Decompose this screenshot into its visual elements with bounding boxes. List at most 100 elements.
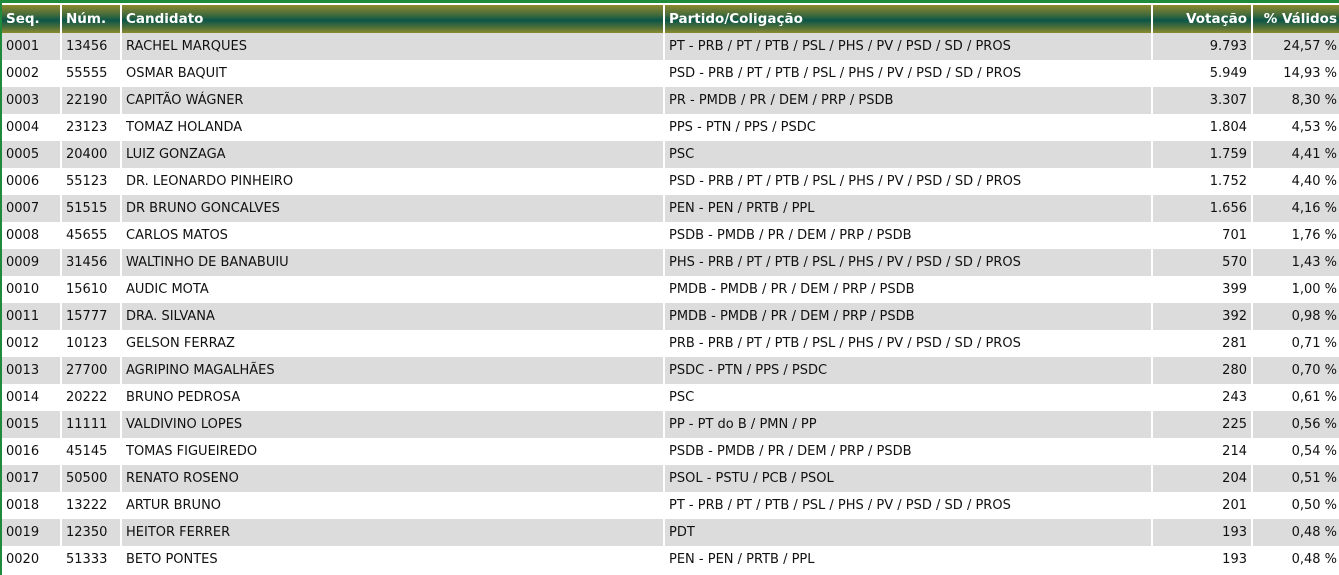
cell-num: 15610 — [62, 276, 120, 303]
cell-partido: PEN - PEN / PRTB / PPL — [665, 546, 1151, 573]
cell-votacao: 399 — [1153, 276, 1251, 303]
cell-votacao: 214 — [1153, 438, 1251, 465]
cell-votacao: 9.793 — [1153, 33, 1251, 60]
cell-num: 12350 — [62, 519, 120, 546]
cell-validos: 1,76 % — [1253, 222, 1339, 249]
cell-validos: 0,51 % — [1253, 465, 1339, 492]
cell-seq: 0006 — [2, 168, 60, 195]
cell-votacao: 193 — [1153, 519, 1251, 546]
cell-seq: 0010 — [2, 276, 60, 303]
cell-partido: PT - PRB / PT / PTB / PSL / PHS / PV / P… — [665, 33, 1151, 60]
cell-seq: 0016 — [2, 438, 60, 465]
cell-candidato: GELSON FERRAZ — [122, 330, 663, 357]
cell-validos: 4,40 % — [1253, 168, 1339, 195]
table-row: 0017 50500 RENATO ROSENO PSOL - PSTU / PCB … — [2, 465, 1339, 492]
table-row: 0020 51333 BETO PONTES PEN - PEN / PRTB / P… — [2, 546, 1339, 573]
cell-num: 23123 — [62, 114, 120, 141]
cell-validos: 0,71 % — [1253, 330, 1339, 357]
cell-seq: 0007 — [2, 195, 60, 222]
cell-partido: PSD - PRB / PT / PTB / PSL / PHS / PV / … — [665, 60, 1151, 87]
table-row: 0007 51515 DR BRUNO GONCALVES PEN - PEN / P… — [2, 195, 1339, 222]
cell-validos: 0,48 % — [1253, 519, 1339, 546]
cell-seq: 0003 — [2, 87, 60, 114]
table-row: 0005 20400 LUIZ GONZAGA PSC 1.759 4,41 % — [2, 141, 1339, 168]
cell-seq: 0014 — [2, 384, 60, 411]
cell-partido: PRB - PRB / PT / PTB / PSL / PHS / PV / … — [665, 330, 1151, 357]
header-row: Seq. Núm. Candidato Partido/Coligação Vo… — [2, 5, 1339, 33]
header-votacao[interactable]: Votação — [1153, 5, 1251, 33]
cell-seq: 0004 — [2, 114, 60, 141]
cell-num: 13456 — [62, 33, 120, 60]
cell-partido: PMDB - PMDB / PR / DEM / PRP / PSDB — [665, 276, 1151, 303]
table-row: 0003 22190 CAPITÃO WÁGNER PR - PMDB / PR / … — [2, 87, 1339, 114]
cell-validos: 8,30 % — [1253, 87, 1339, 114]
cell-votacao: 3.307 — [1153, 87, 1251, 114]
header-num[interactable]: Núm. — [62, 5, 120, 33]
table-row: 0018 13222 ARTUR BRUNO PT - PRB / PT / PTB … — [2, 492, 1339, 519]
cell-num: 51515 — [62, 195, 120, 222]
cell-seq: 0002 — [2, 60, 60, 87]
cell-seq: 0011 — [2, 303, 60, 330]
cell-votacao: 204 — [1153, 465, 1251, 492]
cell-num: 22190 — [62, 87, 120, 114]
cell-validos: 0,54 % — [1253, 438, 1339, 465]
cell-num: 50500 — [62, 465, 120, 492]
cell-seq: 0001 — [2, 33, 60, 60]
cell-validos: 24,57 % — [1253, 33, 1339, 60]
cell-candidato: RENATO ROSENO — [122, 465, 663, 492]
cell-validos: 0,98 % — [1253, 303, 1339, 330]
cell-candidato: AGRIPINO MAGALHÃES — [122, 357, 663, 384]
cell-validos: 0,70 % — [1253, 357, 1339, 384]
cell-seq: 0015 — [2, 411, 60, 438]
cell-partido: PHS - PRB / PT / PTB / PSL / PHS / PV / … — [665, 249, 1151, 276]
cell-votacao: 243 — [1153, 384, 1251, 411]
cell-votacao: 392 — [1153, 303, 1251, 330]
cell-partido: PT - PRB / PT / PTB / PSL / PHS / PV / P… — [665, 492, 1151, 519]
cell-validos: 0,50 % — [1253, 492, 1339, 519]
cell-validos: 4,16 % — [1253, 195, 1339, 222]
cell-votacao: 1.752 — [1153, 168, 1251, 195]
cell-validos: 1,00 % — [1253, 276, 1339, 303]
cell-num: 13222 — [62, 492, 120, 519]
cell-candidato: OSMAR BAQUIT — [122, 60, 663, 87]
cell-validos: 0,61 % — [1253, 384, 1339, 411]
cell-votacao: 701 — [1153, 222, 1251, 249]
cell-partido: PSOL - PSTU / PCB / PSOL — [665, 465, 1151, 492]
cell-seq: 0012 — [2, 330, 60, 357]
cell-partido: PP - PT do B / PMN / PP — [665, 411, 1151, 438]
cell-num: 55123 — [62, 168, 120, 195]
table-row: 0002 55555 OSMAR BAQUIT PSD - PRB / PT / PT… — [2, 60, 1339, 87]
table-row: 0011 15777 DRA. SILVANA PMDB - PMDB / PR / … — [2, 303, 1339, 330]
cell-num: 20400 — [62, 141, 120, 168]
cell-validos: 4,53 % — [1253, 114, 1339, 141]
cell-candidato: AUDIC MOTA — [122, 276, 663, 303]
cell-votacao: 570 — [1153, 249, 1251, 276]
table-row: 0012 10123 GELSON FERRAZ PRB - PRB / PT / P… — [2, 330, 1339, 357]
header-partido[interactable]: Partido/Coligação — [665, 5, 1151, 33]
cell-partido: PDT — [665, 519, 1151, 546]
cell-partido: PMDB - PMDB / PR / DEM / PRP / PSDB — [665, 303, 1151, 330]
table-row: 0006 55123 DR. LEONARDO PINHEIRO PSD - PRB … — [2, 168, 1339, 195]
cell-num: 10123 — [62, 330, 120, 357]
cell-num: 15777 — [62, 303, 120, 330]
cell-candidato: CAPITÃO WÁGNER — [122, 87, 663, 114]
cell-candidato: ARTUR BRUNO — [122, 492, 663, 519]
cell-num: 45145 — [62, 438, 120, 465]
table-row: 0015 11111 VALDIVINO LOPES PP - PT do B / P… — [2, 411, 1339, 438]
cell-votacao: 5.949 — [1153, 60, 1251, 87]
cell-candidato: DR. LEONARDO PINHEIRO — [122, 168, 663, 195]
cell-votacao: 1.656 — [1153, 195, 1251, 222]
cell-candidato: WALTINHO DE BANABUIU — [122, 249, 663, 276]
header-candidato[interactable]: Candidato — [122, 5, 663, 33]
header-validos[interactable]: % Válidos — [1253, 5, 1339, 33]
cell-seq: 0013 — [2, 357, 60, 384]
table-row: 0009 31456 WALTINHO DE BANABUIU PHS - PRB /… — [2, 249, 1339, 276]
header-seq[interactable]: Seq. — [2, 5, 60, 33]
cell-candidato: VALDIVINO LOPES — [122, 411, 663, 438]
table-row: 0001 13456 RACHEL MARQUES PT - PRB / PT / P… — [2, 33, 1339, 60]
cell-num: 31456 — [62, 249, 120, 276]
cell-candidato: BRUNO PEDROSA — [122, 384, 663, 411]
cell-validos: 0,48 % — [1253, 546, 1339, 573]
cell-validos: 1,43 % — [1253, 249, 1339, 276]
